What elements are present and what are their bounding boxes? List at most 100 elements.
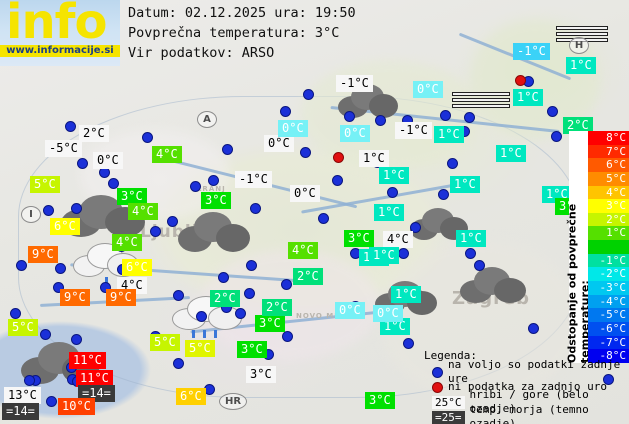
station-dot-available[interactable] — [303, 89, 314, 100]
station-dot-available[interactable] — [55, 263, 66, 274]
temperature-label: 3°C — [365, 392, 395, 409]
station-dot-available[interactable] — [465, 248, 476, 259]
station-dot-available[interactable] — [551, 131, 562, 142]
temperature-label: 2°C — [262, 299, 292, 316]
station-dot-available[interactable] — [474, 260, 485, 271]
station-dot-available[interactable] — [43, 205, 54, 216]
station-dot-available[interactable] — [40, 329, 51, 340]
scale-row-3: 5°C — [588, 171, 629, 186]
map-marker-a: A — [197, 111, 217, 128]
station-dot-available[interactable] — [142, 132, 153, 143]
temperature-label: 1°C — [513, 89, 543, 106]
station-dot-available[interactable] — [235, 308, 246, 319]
temperature-label: 6°C — [50, 218, 80, 235]
scale-row-1: 7°C — [588, 144, 629, 159]
temperature-label: 5°C — [30, 176, 60, 193]
temperature-label: 5°C — [185, 340, 215, 357]
station-dot-available[interactable] — [196, 311, 207, 322]
station-dot-available[interactable] — [332, 175, 343, 186]
temperature-label: =14= — [2, 403, 39, 420]
station-dot-available[interactable] — [218, 272, 229, 283]
temperature-label: 2°C — [210, 290, 240, 307]
station-dot-available[interactable] — [71, 334, 82, 345]
station-dot-available[interactable] — [318, 213, 329, 224]
scale-row-10: -2°C — [588, 267, 629, 282]
station-dot-available[interactable] — [108, 178, 119, 189]
scale-row-4: 4°C — [588, 185, 629, 200]
station-dot-available[interactable] — [208, 175, 219, 186]
station-dot-available[interactable] — [282, 331, 293, 342]
station-dot-available[interactable] — [77, 158, 88, 169]
temperature-label: 0°C — [340, 125, 370, 142]
station-dot-available[interactable] — [403, 338, 414, 349]
legend-title: Legenda: — [424, 349, 477, 362]
station-dot-available[interactable] — [173, 358, 184, 369]
red-dot-icon — [432, 381, 443, 393]
station-dot-available[interactable] — [222, 144, 233, 155]
place-label: NOVO MESTO — [296, 312, 359, 320]
site-logo[interactable]: info www.informacije.si — [0, 0, 120, 66]
station-dot-available[interactable] — [250, 203, 261, 214]
temperature-label: 1°C — [566, 57, 596, 74]
station-dot-available[interactable] — [16, 260, 27, 271]
station-dot-available[interactable] — [281, 279, 292, 290]
station-dot-available[interactable] — [547, 106, 558, 117]
blue-dot-icon — [432, 366, 443, 378]
station-dot-available[interactable] — [438, 189, 449, 200]
temperature-label: 6°C — [122, 259, 152, 276]
temperature-label: 2°C — [293, 268, 323, 285]
station-dot-no-data[interactable] — [333, 152, 344, 163]
temperature-label: -1°C — [336, 75, 373, 92]
station-dot-available[interactable] — [447, 158, 458, 169]
station-dot-available[interactable] — [65, 121, 76, 132]
station-dot-available[interactable] — [53, 282, 64, 293]
temperature-label: 13°C — [4, 387, 41, 404]
station-dot-available[interactable] — [387, 187, 398, 198]
legend-mountain-swatch: 25°C — [432, 395, 465, 409]
temperature-label: 9°C — [60, 289, 90, 306]
station-dot-available[interactable] — [375, 115, 386, 126]
station-dot-available[interactable] — [46, 396, 57, 407]
legend-red-text: ni podatka za zadnjo uro — [448, 379, 607, 393]
station-dot-available[interactable] — [10, 308, 21, 319]
station-dot-available[interactable] — [24, 375, 35, 386]
temperature-label: 1°C — [456, 230, 486, 247]
station-dot-available[interactable] — [440, 110, 451, 121]
station-dot-available[interactable] — [167, 216, 178, 227]
legend-row-mountain: 25°C hribi / gore (belo ozadje) — [424, 388, 629, 415]
temperature-label: 9°C — [106, 289, 136, 306]
temperature-label: 1°C — [374, 204, 404, 221]
station-dot-no-data[interactable] — [515, 75, 526, 86]
station-dot-available[interactable] — [173, 290, 184, 301]
header-date-line: Datum: 02.12.2025 ura: 19:50 — [128, 5, 356, 21]
temperature-label: 1°C — [359, 150, 389, 167]
station-dot-available[interactable] — [410, 222, 421, 233]
scale-row-12: -4°C — [588, 294, 629, 309]
station-dot-available[interactable] — [344, 111, 355, 122]
station-dot-available[interactable] — [280, 106, 291, 117]
station-dot-available[interactable] — [150, 226, 161, 237]
station-dot-available[interactable] — [100, 282, 111, 293]
station-dot-available[interactable] — [190, 181, 201, 192]
station-dot-available[interactable] — [603, 374, 614, 385]
temperature-label: 1°C — [380, 318, 410, 335]
station-dot-available[interactable] — [300, 147, 311, 158]
temperature-label: 5°C — [8, 319, 38, 336]
scale-row-6: 2°C — [588, 212, 629, 227]
scale-row-2: 6°C — [588, 158, 629, 172]
logo-url: www.informacije.si — [0, 45, 120, 57]
station-dot-available[interactable] — [71, 203, 82, 214]
station-dot-available[interactable] — [528, 323, 539, 334]
station-dot-available[interactable] — [244, 288, 255, 299]
temperature-label: 3°C — [117, 188, 147, 205]
station-dot-available[interactable] — [398, 248, 409, 259]
temperature-label: =14= — [78, 385, 115, 402]
color-scale-title: Odstopanje od povprečne temperature: — [566, 131, 592, 363]
cloud-icon — [178, 212, 250, 252]
scale-row-16: -8°C — [588, 349, 629, 363]
legend-sea-swatch: =25= — [432, 410, 465, 424]
temperature-label: 0°C — [264, 135, 294, 152]
station-dot-available[interactable] — [464, 112, 475, 123]
station-dot-available[interactable] — [246, 260, 257, 271]
